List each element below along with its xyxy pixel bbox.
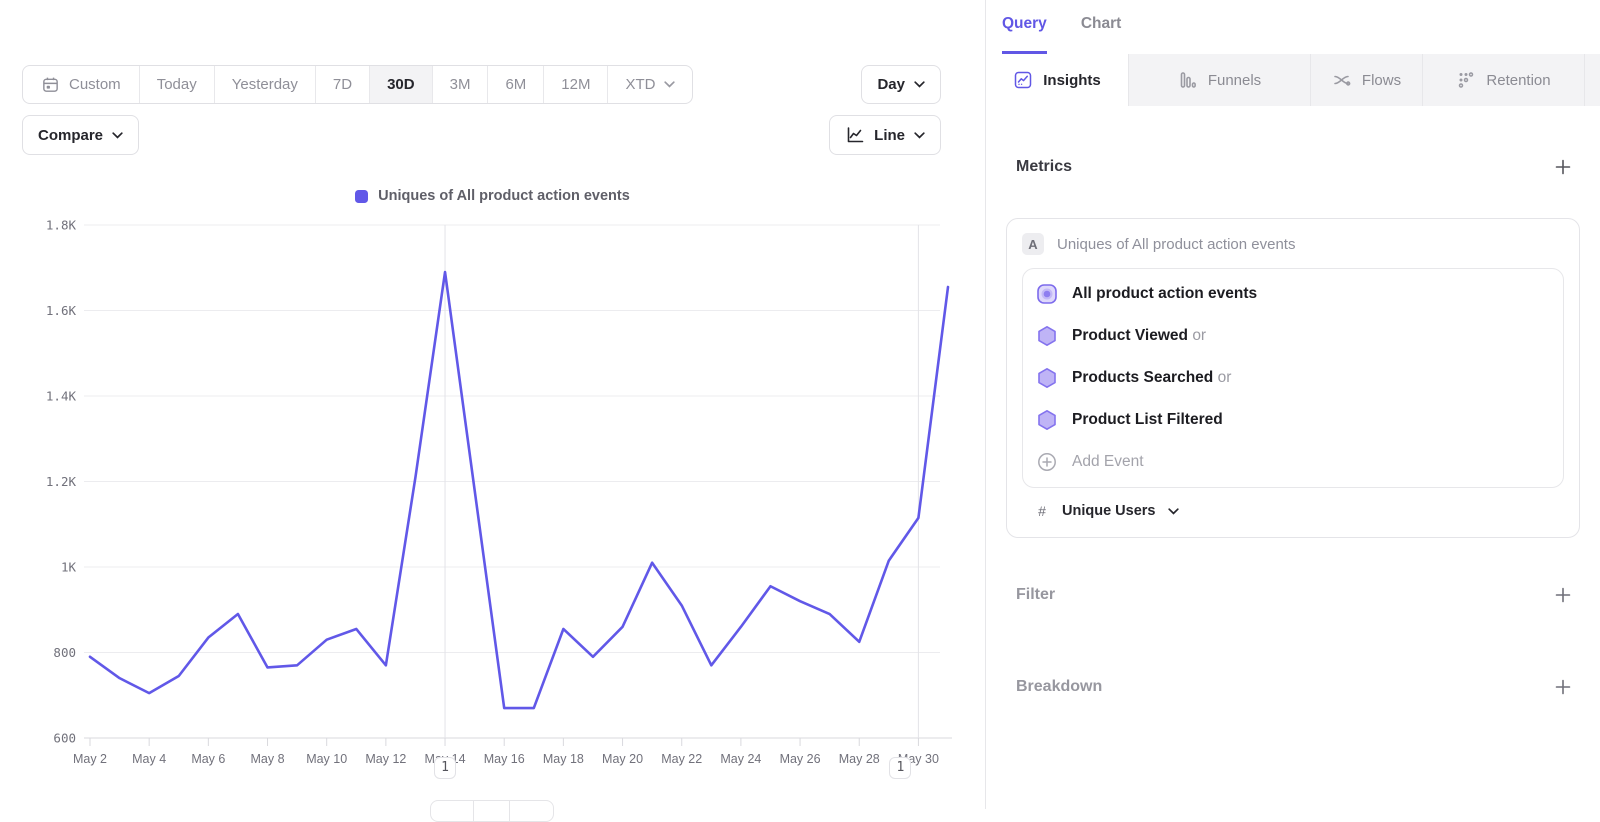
metric-series-badge: A (1022, 233, 1044, 255)
line-chart-icon (845, 125, 865, 145)
svg-text:1K: 1K (61, 560, 77, 575)
svg-text:800: 800 (53, 645, 76, 660)
granularity-dropdown[interactable]: Day (861, 65, 941, 104)
svg-text:May 28: May 28 (839, 752, 880, 766)
svg-text:May 4: May 4 (132, 752, 166, 766)
event-group: All product action events Product Viewed… (1022, 268, 1564, 488)
event-hexagon-icon (1036, 325, 1058, 347)
chevron-down-icon (112, 131, 123, 139)
legend-item[interactable]: Uniques of All product action events (355, 188, 630, 204)
chevron-down-icon (1168, 507, 1180, 515)
custom-event-icon (1036, 283, 1058, 305)
tab-chart[interactable]: Chart (1080, 15, 1122, 32)
granularity-label: Day (877, 76, 905, 93)
svg-text:1.2K: 1.2K (46, 474, 77, 489)
filter-section: Filter (1006, 584, 1580, 606)
insights-icon (1013, 70, 1033, 90)
event-row-products-searched[interactable]: Products Searched or (1023, 357, 1563, 399)
chevron-down-icon (914, 131, 925, 139)
metrics-header: Metrics (1006, 156, 1580, 178)
legend-label: Uniques of All product action events (378, 188, 630, 204)
date-range-custom[interactable]: Custom (23, 66, 139, 103)
plus-circle-icon (1036, 451, 1058, 473)
add-breakdown-button[interactable] (1552, 676, 1574, 698)
metrics-title: Metrics (1016, 158, 1073, 175)
query-panel: Query Chart Insights (985, 0, 1600, 809)
flows-icon (1332, 70, 1352, 90)
chart-type-label: Line (874, 126, 905, 144)
tab-flows[interactable]: Flows (1311, 54, 1423, 106)
svg-text:1.8K: 1.8K (46, 218, 77, 233)
line-chart: 600 800 1K 1.2K 1.4K 1.6K 1.8K May 2 May 4 May 6 M… (46, 218, 952, 779)
annotation-badge[interactable]: 1 (889, 757, 912, 779)
event-operator: or (1192, 327, 1207, 344)
tab-retention[interactable]: Retention (1423, 54, 1585, 106)
chart-type-dropdown[interactable]: Line (829, 115, 941, 155)
tab-insights[interactable]: Insights (986, 54, 1129, 106)
svg-text:May 6: May 6 (191, 752, 225, 766)
metric-group-header[interactable]: A Uniques of All product action events (1022, 233, 1564, 255)
date-range-30d[interactable]: 30D (369, 66, 432, 103)
event-row-all-product-action-events[interactable]: All product action events (1023, 273, 1563, 315)
event-row-product-viewed[interactable]: Product Viewed or (1023, 315, 1563, 357)
calendar-icon (41, 75, 60, 94)
date-range-xtd[interactable]: XTD (607, 66, 692, 103)
tab-strip-filler (1585, 54, 1600, 106)
svg-text:1.4K: 1.4K (46, 389, 77, 404)
annotation-badge[interactable]: 1 (434, 757, 457, 779)
date-range-3m[interactable]: 3M (431, 66, 488, 103)
add-metric-button[interactable] (1552, 156, 1574, 178)
panel-tabs: Query Chart (986, 0, 1600, 54)
svg-text:May 10: May 10 (306, 752, 347, 766)
chevron-down-icon (914, 81, 925, 88)
svg-text:May 2: May 2 (73, 752, 107, 766)
compare-dropdown[interactable]: Compare (22, 115, 140, 155)
date-range-12m[interactable]: 12M (543, 66, 607, 103)
retention-icon (1456, 70, 1476, 90)
breakdown-title: Breakdown (1016, 678, 1103, 695)
chart-legend: Uniques of All product action events (0, 188, 985, 204)
metric-group-label: Uniques of All product action events (1057, 235, 1296, 253)
metric-card: A Uniques of All product action events A… (1006, 218, 1580, 538)
date-range-picker: Custom Today Yesterday 7D 30D 3M 6M 12M … (22, 65, 694, 104)
svg-text:May 20: May 20 (602, 752, 643, 766)
hash-icon: # (1038, 503, 1046, 519)
date-range-6m[interactable]: 6M (487, 66, 543, 103)
funnels-icon (1178, 70, 1198, 90)
filter-title: Filter (1016, 586, 1056, 603)
svg-text:May 8: May 8 (250, 752, 284, 766)
aggregation-dropdown[interactable]: # Unique Users (1022, 503, 1564, 519)
svg-text:May 18: May 18 (543, 752, 584, 766)
add-event-button[interactable]: Add Event (1023, 441, 1563, 483)
tab-query[interactable]: Query (1002, 15, 1047, 54)
date-range-yesterday[interactable]: Yesterday (213, 66, 315, 103)
svg-text:1.6K: 1.6K (46, 303, 77, 318)
add-filter-button[interactable] (1552, 584, 1574, 606)
svg-text:May 22: May 22 (661, 752, 702, 766)
event-operator: or (1217, 369, 1232, 386)
breakdown-section: Breakdown (1006, 676, 1580, 698)
date-range-today[interactable]: Today (138, 66, 214, 103)
date-range-label: Custom (69, 76, 121, 93)
report-canvas: Custom Today Yesterday 7D 30D 3M 6M 12M … (0, 65, 985, 822)
svg-text:May 24: May 24 (720, 752, 761, 766)
event-hexagon-icon (1036, 409, 1058, 431)
svg-text:600: 600 (53, 731, 76, 746)
compare-label: Compare (38, 126, 104, 144)
line-chart-plot: 600 800 1K 1.2K 1.4K 1.6K 1.8K May 2 May 4 May 6 M… (46, 218, 952, 766)
report-type-tabs: Insights Funnels Flows (986, 54, 1600, 106)
event-hexagon-icon (1036, 367, 1058, 389)
svg-text:May 16: May 16 (484, 752, 525, 766)
tab-funnels[interactable]: Funnels (1129, 54, 1311, 106)
svg-text:May 12: May 12 (365, 752, 406, 766)
svg-text:May 26: May 26 (780, 752, 821, 766)
legend-swatch (355, 189, 369, 203)
date-range-7d[interactable]: 7D (314, 66, 369, 103)
event-row-product-list-filtered[interactable]: Product List Filtered (1023, 399, 1563, 441)
chevron-down-icon (664, 81, 676, 88)
